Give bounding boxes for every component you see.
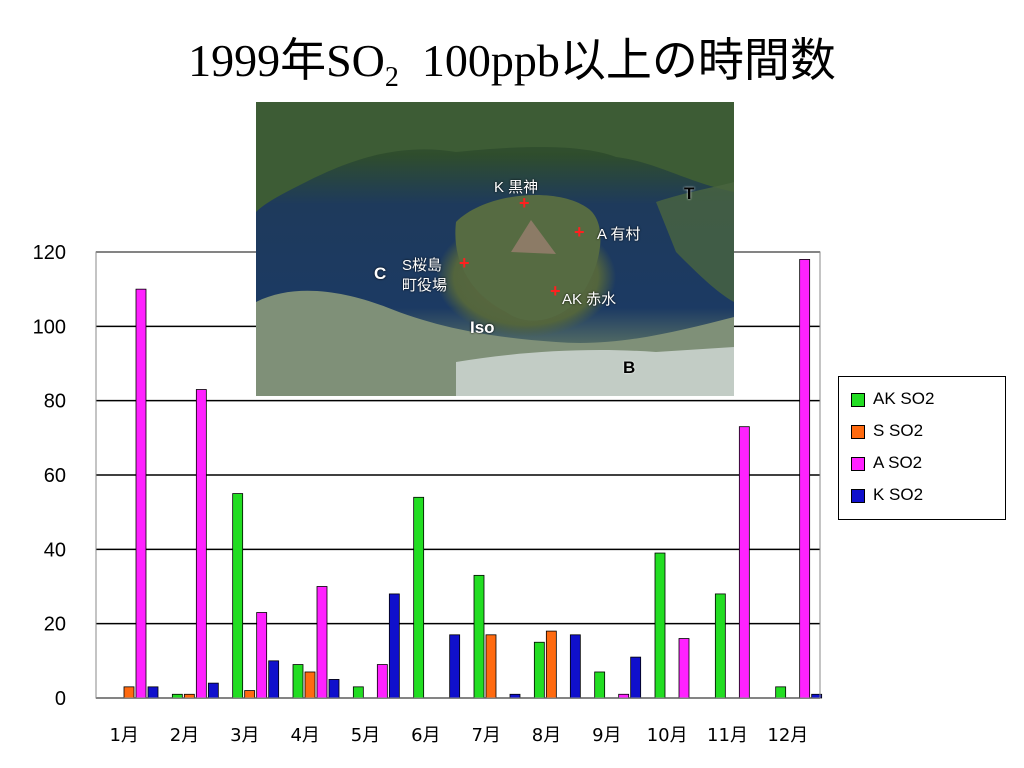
bar-k-5 (388, 593, 400, 699)
x-tick-label: 3月 (230, 725, 259, 746)
bar-k-6 (449, 634, 461, 699)
bar-a-1 (135, 288, 147, 699)
y-tick-label: 100 (33, 316, 66, 338)
x-tick-label: 8月 (532, 725, 561, 746)
bar-k-4 (328, 679, 340, 699)
x-tick-label: 1月 (109, 725, 138, 746)
map-label-b: B (623, 358, 636, 377)
map-shapes (256, 102, 734, 396)
bar-k-8 (569, 634, 581, 699)
title-rest: 100ppb以上の時間数 (421, 35, 836, 86)
bar-a-5 (376, 664, 388, 699)
legend-swatch-s (851, 425, 865, 439)
y-tick-label: 0 (55, 688, 66, 710)
legend-label-a: A SO2 (873, 453, 923, 472)
bar-ak-12 (775, 686, 787, 699)
x-tick-label: 10月 (647, 725, 688, 746)
bar-s-4 (304, 671, 316, 699)
map-label-iso: Iso (470, 318, 495, 337)
y-tick-label: 60 (44, 465, 66, 487)
marker-ak: + (550, 281, 561, 301)
map-label-k: K 黒神 (494, 179, 539, 196)
bar-a-12 (799, 259, 811, 699)
y-tick-label: 120 (33, 242, 66, 264)
bar-ak-7 (473, 574, 485, 699)
map-label-a: A 有村 (597, 226, 641, 243)
bar-ak-6 (413, 496, 425, 699)
title-main: 1999年SO (188, 35, 385, 86)
title-subscript: 2 (384, 62, 399, 94)
x-tick-label: 9月 (592, 725, 621, 746)
map-south-city (456, 347, 734, 396)
bar-k-9 (630, 656, 642, 699)
bar-s-3 (244, 690, 256, 699)
x-tick-labels: 1月 2月 3月 4月 5月 6月 7月 8月 9月 10月 11月 12月 (109, 725, 808, 746)
y-tick-label: 40 (44, 539, 66, 561)
chart-legend: AK SO2 S SO2 A SO2 K SO2 (838, 376, 1006, 520)
slide-title: 1999年SO2 100ppb以上の時間数 (0, 24, 1024, 94)
map-volcano (511, 220, 556, 254)
x-tick-label: 12月 (767, 725, 808, 746)
bar-s-8 (545, 630, 557, 699)
bar-a-3 (256, 612, 268, 699)
x-tick-label: 6月 (411, 725, 440, 746)
map-label-c: C (374, 264, 387, 283)
legend-item-k: K SO2 (851, 479, 1005, 511)
map-east-coast (656, 182, 734, 302)
legend-label-ak: AK SO2 (873, 389, 935, 408)
bar-ak-10 (654, 552, 666, 699)
x-tick-label: 7月 (471, 725, 500, 746)
legend-item-s: S SO2 (851, 415, 1005, 447)
bar-k-2 (207, 682, 219, 699)
map-island (455, 195, 601, 321)
marker-a: + (574, 222, 585, 242)
bar-s-2 (183, 693, 195, 699)
bar-a-2 (195, 389, 207, 699)
legend-item-ak: AK SO2 (851, 383, 1005, 415)
bar-ak-11 (714, 593, 726, 699)
legend-swatch-ak (851, 393, 865, 407)
legend-swatch-a (851, 457, 865, 471)
y-tick-label: 20 (44, 614, 66, 636)
x-tick-label: 11月 (707, 725, 748, 746)
bar-ak-5 (352, 686, 364, 699)
bar-a-10 (678, 638, 690, 699)
marker-s: + (459, 253, 470, 273)
bar-s-1 (123, 686, 135, 699)
legend-label-k: K SO2 (873, 485, 924, 504)
map-north-land (256, 102, 734, 212)
bar-a-9 (618, 693, 630, 699)
bar-ak-4 (292, 664, 304, 699)
sakurajima-satellite-map: K 黒神 + + A 有村 + S桜島 町役場 + AK 赤水 C T Iso … (256, 102, 734, 396)
legend-swatch-k (851, 489, 865, 503)
bar-a-11 (738, 426, 750, 699)
bar-k-3 (268, 660, 280, 699)
bar-s-7 (485, 634, 497, 699)
legend-item-a: A SO2 (851, 447, 1005, 479)
x-tick-label: 2月 (170, 725, 199, 746)
bar-k-7 (509, 693, 521, 699)
x-tick-label: 5月 (351, 725, 380, 746)
legend-label-s: S SO2 (873, 421, 924, 440)
y-tick-labels: 0 20 40 60 80 100 120 (33, 242, 66, 710)
bar-ak-2 (171, 693, 183, 699)
map-label-t: T (684, 184, 695, 203)
marker-k: + (519, 193, 530, 213)
y-tick-label: 80 (44, 391, 66, 413)
map-label-s-line2: 町役場 (402, 277, 448, 294)
bar-a-4 (316, 586, 328, 699)
map-label-ak: AK 赤水 (562, 291, 617, 308)
bar-ak-9 (594, 671, 606, 699)
map-label-s-line1: S桜島 (402, 257, 443, 274)
bar-k-1 (147, 686, 159, 699)
bar-ak-8 (533, 641, 545, 699)
bar-ak-3 (232, 493, 244, 699)
x-tick-label: 4月 (290, 725, 319, 746)
